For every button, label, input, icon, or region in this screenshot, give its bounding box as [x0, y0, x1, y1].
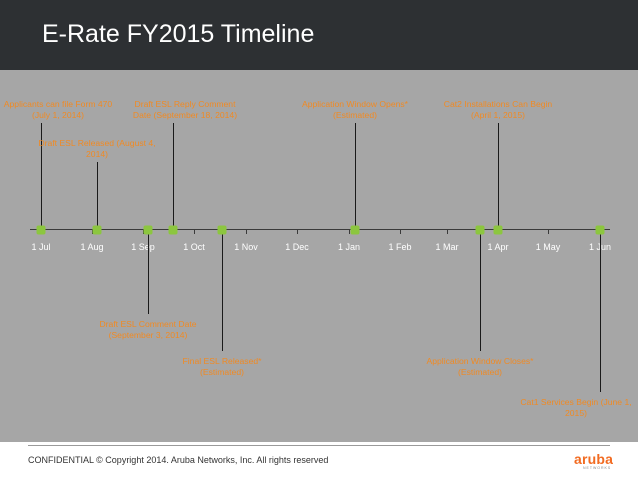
event-stem-reply-comment: [173, 123, 174, 230]
month-tick: [246, 229, 247, 234]
event-label-reply-comment: Draft ESL Reply Comment Date (September …: [133, 99, 237, 121]
page-title: E-Rate FY2015 Timeline: [42, 20, 315, 48]
timeline-axis: [30, 229, 610, 230]
event-label-line: Date (September 18, 2014): [132, 110, 238, 120]
month-label-jan: 1 Jan: [337, 242, 361, 252]
event-label-line: Final ESL Released*: [182, 356, 262, 366]
event-marker: [217, 225, 227, 235]
month-tick: [194, 229, 195, 234]
month-tick: [447, 229, 448, 234]
timeline-panel: [0, 70, 638, 442]
event-marker: [143, 225, 153, 235]
month-label-nov: 1 Nov: [234, 242, 258, 252]
event-stem-cat2: [498, 123, 499, 230]
event-label-line: 2015): [565, 408, 587, 418]
month-label-jul: 1 Jul: [31, 242, 51, 252]
event-stem-final-esl: [222, 230, 223, 351]
event-label-line: (Estimated): [333, 110, 377, 120]
aruba-logo: aruba NETWORKS: [574, 451, 618, 471]
event-label-window-closes: Application Window Closes* (Estimated): [427, 356, 534, 378]
event-label-line: (April 1, 2015): [471, 110, 525, 120]
event-label-draft-esl-released: Draft ESL Released (August 4, 2014): [38, 138, 155, 160]
month-tick: [400, 229, 401, 234]
event-label-line: Draft ESL Comment Date: [99, 319, 197, 329]
event-marker: [493, 225, 503, 235]
month-label-apr: 1 Apr: [487, 242, 509, 252]
event-label-line: Cat2 Installations Can Begin: [443, 99, 553, 109]
event-stem-comment-date: [148, 230, 149, 314]
event-marker: [36, 225, 46, 235]
footer-divider: [28, 445, 610, 446]
month-label-may: 1 May: [535, 242, 561, 252]
month-label-mar: 1 Mar: [435, 242, 459, 252]
event-label-final-esl: Final ESL Released* (Estimated): [183, 356, 262, 378]
event-marker: [595, 225, 605, 235]
event-stem-cat1: [600, 230, 601, 392]
event-label-comment-date: Draft ESL Comment Date (September 3, 201…: [99, 319, 196, 341]
event-label-line: (July 1, 2014): [31, 110, 85, 120]
header-bar: E-Rate FY2015 Timeline: [0, 0, 638, 70]
month-tick: [548, 229, 549, 234]
event-label-cat2: Cat2 Installations Can Begin (April 1, 2…: [444, 99, 552, 121]
month-label-oct: 1 Oct: [183, 242, 205, 252]
event-stem-form470: [41, 123, 42, 230]
event-label-line: (Estimated): [458, 367, 502, 377]
event-marker: [92, 225, 102, 235]
event-stem-draft-esl-released: [97, 162, 98, 230]
month-label-feb: 1 Feb: [388, 242, 412, 252]
event-label-line: Draft ESL Reply Comment: [134, 99, 236, 109]
month-tick: [349, 229, 350, 234]
event-marker: [168, 225, 178, 235]
event-stem-window-closes: [480, 230, 481, 351]
month-label-aug: 1 Aug: [80, 242, 104, 252]
event-label-line: Applicants can file Form 470: [3, 99, 113, 109]
event-label-line: Application Window Opens*: [301, 99, 409, 109]
month-label-sep: 1 Sep: [131, 242, 155, 252]
event-label-line: (Estimated): [200, 367, 244, 377]
logo-subtitle: NETWORKS: [583, 466, 612, 470]
event-marker: [350, 225, 360, 235]
month-label-dec: 1 Dec: [285, 242, 309, 252]
event-label-line: (September 3, 2014): [108, 330, 188, 340]
logo-word: aruba: [574, 451, 614, 467]
event-marker: [475, 225, 485, 235]
footer-copyright: CONFIDENTIAL © Copyright 2014. Aruba Net…: [28, 455, 329, 465]
event-label-line: Draft ESL Released (August 4,: [38, 138, 156, 148]
event-label-window-opens: Application Window Opens* (Estimated): [302, 99, 408, 121]
event-stem-window-opens: [355, 123, 356, 230]
event-label-line: Application Window Closes*: [426, 356, 534, 366]
event-label-line: 2014): [86, 149, 108, 159]
event-label-form470: Applicants can file Form 470 (July 1, 20…: [4, 99, 112, 121]
event-label-cat1: Cat1 Services Begin (June 1, 2015): [520, 397, 631, 419]
event-label-line: Cat1 Services Begin (June 1,: [520, 397, 632, 407]
month-tick: [297, 229, 298, 234]
